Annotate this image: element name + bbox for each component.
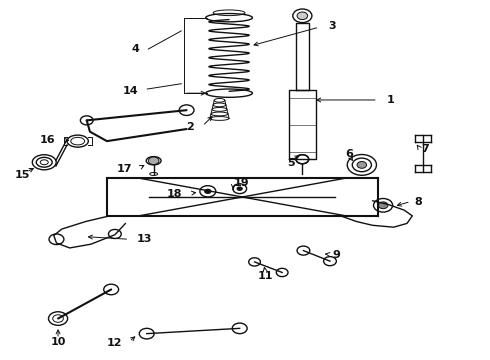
Text: 13: 13 — [137, 234, 152, 244]
Text: 1: 1 — [386, 95, 394, 105]
Text: 8: 8 — [414, 197, 421, 207]
Text: 4: 4 — [132, 44, 140, 54]
Circle shape — [237, 186, 243, 191]
Text: 5: 5 — [287, 158, 294, 168]
Text: 12: 12 — [106, 338, 122, 348]
Text: 19: 19 — [233, 177, 249, 188]
Circle shape — [148, 157, 159, 165]
Text: 6: 6 — [345, 149, 353, 159]
Text: 2: 2 — [186, 122, 194, 132]
Text: 3: 3 — [328, 21, 336, 31]
Text: 9: 9 — [333, 251, 341, 261]
Text: 17: 17 — [117, 164, 132, 174]
Text: 18: 18 — [167, 189, 182, 199]
Circle shape — [297, 12, 308, 19]
Text: 15: 15 — [14, 170, 29, 180]
Text: 16: 16 — [40, 135, 55, 145]
Circle shape — [204, 189, 212, 194]
Text: 10: 10 — [50, 337, 66, 347]
Text: 7: 7 — [421, 144, 429, 154]
Text: 11: 11 — [257, 270, 273, 280]
Text: 14: 14 — [123, 86, 139, 95]
Circle shape — [378, 202, 388, 209]
Ellipse shape — [357, 162, 367, 168]
